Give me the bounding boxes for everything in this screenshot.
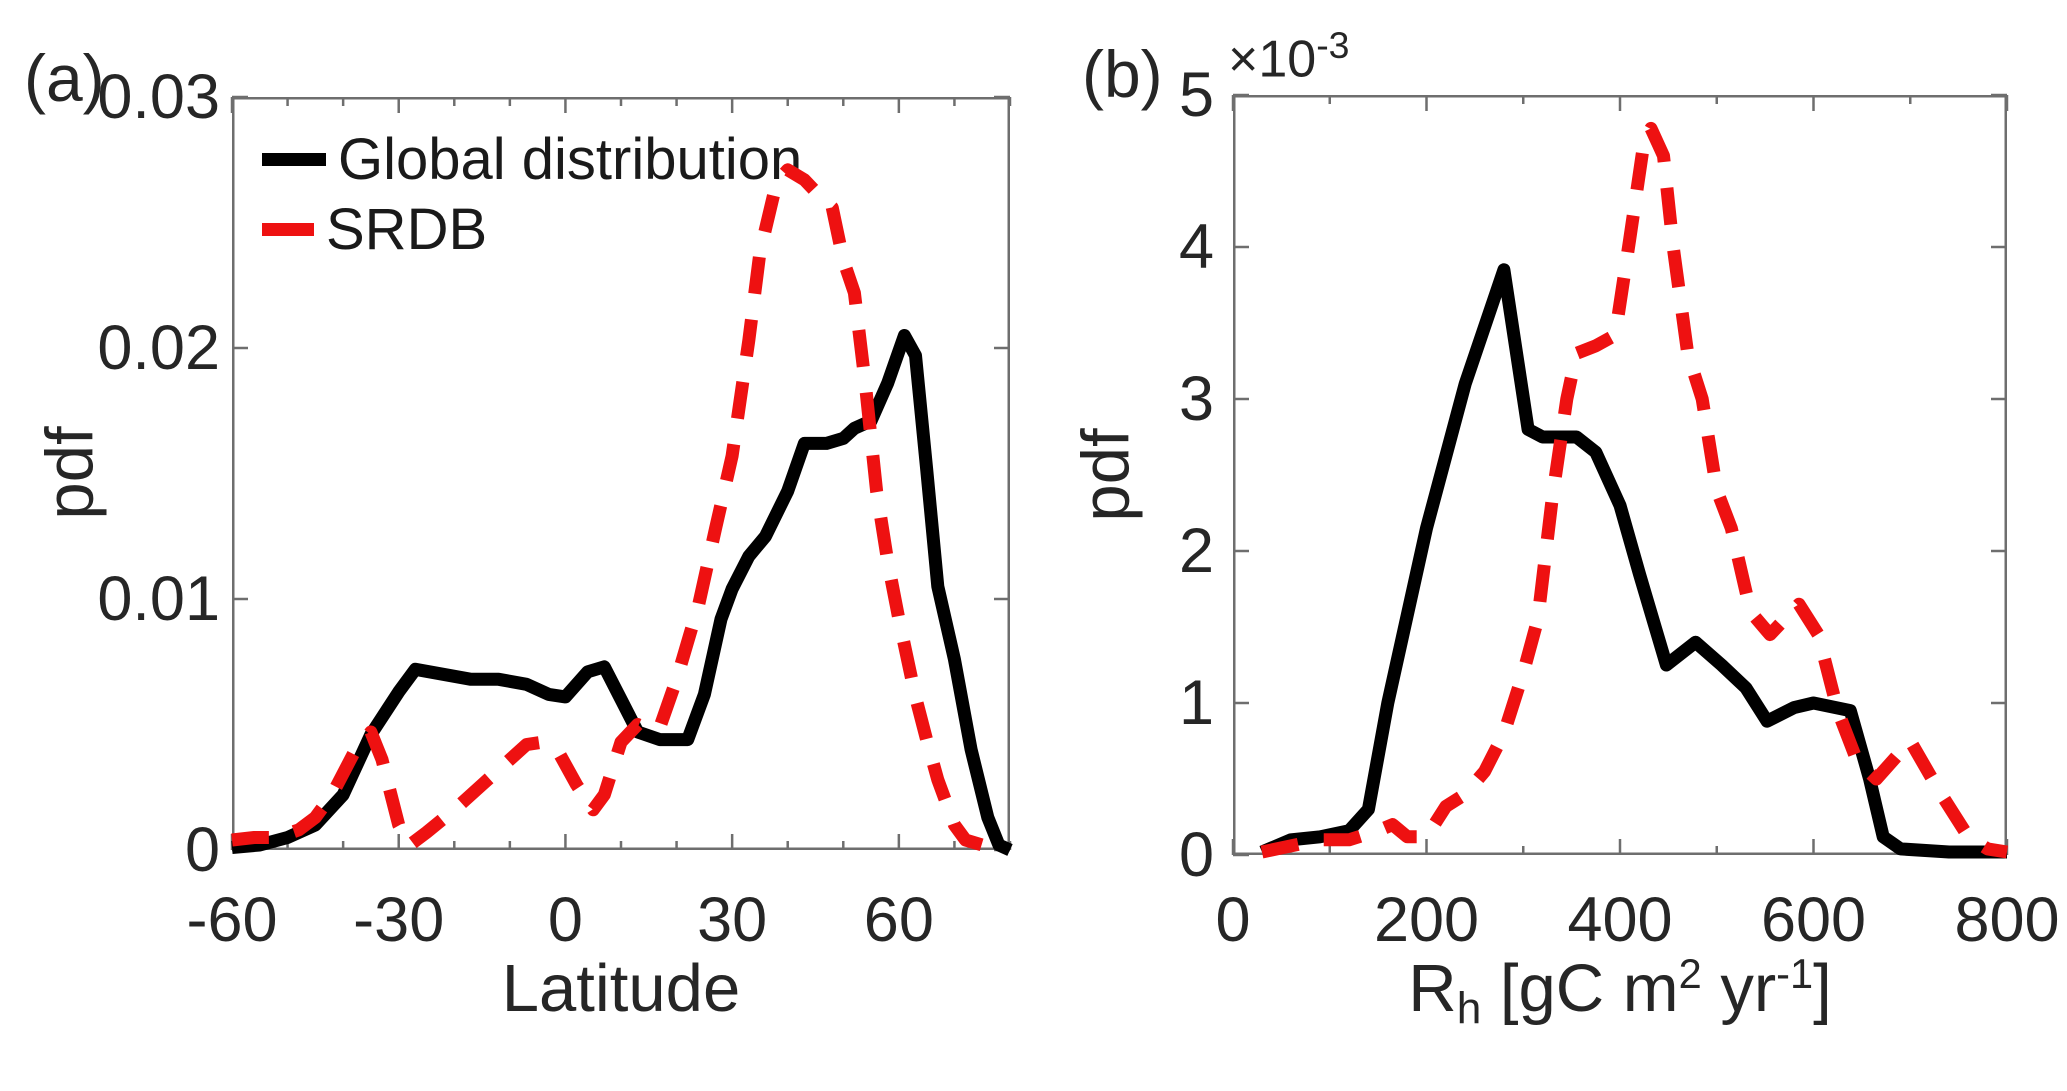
legend: Global distribution SRDB: [262, 124, 802, 264]
rh-superscript-minus1: -1: [1776, 950, 1814, 998]
panel-b-x-axis-label: Rh [gC m2 yr-1]: [1408, 950, 1831, 1034]
multiplier-exponent: -3: [1316, 24, 1350, 66]
panel-a-y-tick-label: 0.03: [97, 62, 220, 132]
panel-b-y-tick-label: 4: [1178, 212, 1214, 282]
panel-b-y-tick-label: 1: [1178, 668, 1214, 738]
panel-b-y-tick-label: 5: [1178, 60, 1214, 130]
panel-a-y-tick-label: 0.02: [97, 313, 220, 383]
legend-label-srdb: SRDB: [326, 196, 488, 262]
panel-b-y-axis-label: pdf: [1068, 428, 1144, 522]
global-distribution-line-swatch: [262, 152, 326, 166]
panel-b-plot: [1231, 93, 2009, 859]
rh-base: R: [1408, 951, 1457, 1026]
global-distribution-line-a: [231, 329, 1013, 856]
srdb-line-swatch: [262, 222, 314, 236]
srdb-line-a: [231, 163, 985, 852]
panel-a-x-tick-label: -30: [353, 885, 445, 955]
panel-a-x-axis-label: Latitude: [501, 951, 741, 1026]
panel-a-plot: [230, 95, 1013, 856]
panel-a-x-tick-label: 0: [547, 885, 583, 955]
panel-b-x-tick-label: 0: [1215, 885, 1251, 955]
panel-b-label: (b): [1082, 37, 1163, 111]
legend-item-srdb: SRDB: [262, 194, 802, 264]
panel-b-y-tick-label: 2: [1178, 516, 1214, 586]
panel-a-y-axis-label: pdf: [32, 426, 108, 520]
panel-a-y-tick-label: 0: [184, 815, 220, 885]
multiplier-base: ×10: [1228, 30, 1317, 89]
panel-b-x-tick-label: 800: [1954, 885, 2060, 955]
rh-superscript-2: 2: [1678, 950, 1702, 998]
rh-mid2: yr: [1701, 951, 1777, 1026]
rh-mid: [gC m: [1481, 951, 1679, 1026]
panel-a-x-tick-label: -60: [186, 885, 278, 955]
panel-b-y-tick-label: 0: [1178, 820, 1214, 890]
global-distribution-line-b: [1259, 263, 2007, 859]
panel-b-x-tick-label: 600: [1760, 885, 1867, 955]
panel-a-x-tick-label: 30: [697, 885, 768, 955]
panel-b-y-tick-label: 3: [1178, 364, 1214, 434]
panel-b-y-axis-multiplier: ×10-3: [1228, 24, 1350, 90]
panel-a-y-tick-label: 0.01: [97, 564, 220, 634]
legend-item-global-distribution: Global distribution: [262, 124, 802, 194]
panel-b-x-tick-label: 400: [1567, 885, 1673, 955]
plot-box-b: [1233, 95, 2007, 855]
rh-subscript: h: [1456, 984, 1482, 1034]
legend-label-global-distribution: Global distribution: [338, 126, 803, 192]
panel-a-label: (a): [24, 41, 105, 115]
srdb-line-b: [1260, 121, 2009, 859]
panel-b-x-tick-label: 200: [1373, 885, 1480, 955]
panel-a-x-tick-label: 60: [863, 885, 934, 955]
rh-end: ]: [1813, 951, 1832, 1026]
